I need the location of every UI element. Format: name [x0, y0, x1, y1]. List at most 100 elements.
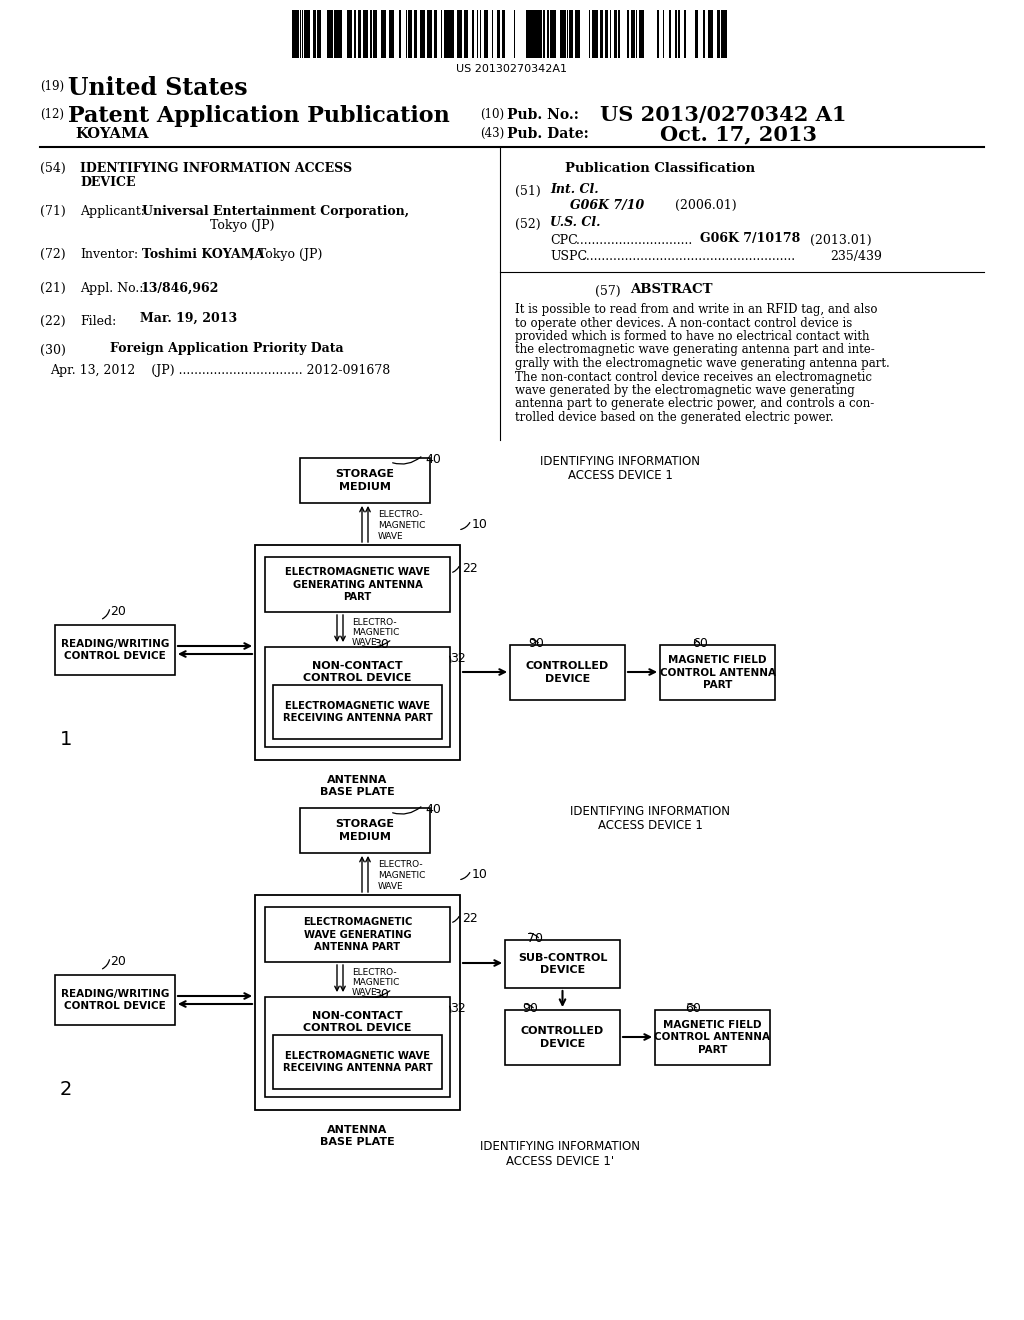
Bar	[537, 11, 540, 58]
Bar	[318, 11, 321, 58]
Text: DEVICE: DEVICE	[80, 176, 135, 189]
Bar	[265, 647, 450, 747]
Text: ..............................: ..............................	[572, 234, 692, 247]
Text: antenna part to generate electric power, and controls a con-: antenna part to generate electric power,…	[515, 397, 874, 411]
Text: ACCESS DEVICE 1': ACCESS DEVICE 1'	[506, 1155, 614, 1168]
Bar	[306, 11, 308, 58]
Bar	[724, 11, 727, 58]
Bar	[600, 11, 603, 58]
Text: wave generated by the electromagnetic wave generating: wave generated by the electromagnetic wa…	[515, 384, 855, 397]
Bar	[370, 11, 372, 58]
Bar	[55, 624, 175, 675]
Text: SUB-CONTROL
DEVICE: SUB-CONTROL DEVICE	[518, 953, 607, 975]
Bar	[696, 11, 698, 58]
Bar	[551, 11, 553, 58]
Text: (52): (52)	[515, 218, 541, 231]
Text: Mar. 19, 2013: Mar. 19, 2013	[140, 312, 238, 325]
Bar	[569, 11, 572, 58]
Bar	[304, 11, 306, 58]
Text: ACCESS DEVICE 1: ACCESS DEVICE 1	[598, 818, 702, 832]
Text: WAVE: WAVE	[352, 987, 378, 997]
Text: Applicant:: Applicant:	[80, 205, 144, 218]
Text: US 20130270342A1: US 20130270342A1	[457, 63, 567, 74]
Bar	[335, 11, 338, 58]
Text: 22: 22	[462, 562, 478, 576]
Bar	[678, 11, 680, 58]
Text: .......................................................: ........................................…	[578, 249, 795, 263]
Text: (51): (51)	[515, 185, 541, 198]
Bar	[255, 545, 460, 760]
Text: G06K 7/10178: G06K 7/10178	[700, 232, 800, 246]
Text: 60: 60	[685, 1002, 700, 1015]
Text: 70: 70	[527, 932, 543, 945]
Text: (19): (19)	[40, 81, 65, 92]
Text: United States: United States	[68, 77, 248, 100]
Bar	[414, 11, 416, 58]
Bar	[447, 11, 450, 58]
Bar	[55, 975, 175, 1026]
Text: (57): (57)	[595, 285, 621, 298]
Text: 13/846,962: 13/846,962	[140, 282, 218, 294]
Text: READING/WRITING
CONTROL DEVICE: READING/WRITING CONTROL DEVICE	[60, 989, 169, 1011]
Text: 40: 40	[425, 453, 441, 466]
Text: the electromagnetic wave generating antenna part and inte-: the electromagnetic wave generating ante…	[515, 343, 874, 356]
Bar	[627, 11, 629, 58]
Bar	[675, 11, 677, 58]
Text: , Tokyo (JP): , Tokyo (JP)	[250, 248, 323, 261]
Text: MAGNETIC: MAGNETIC	[378, 871, 425, 880]
Text: KOYAMA: KOYAMA	[75, 127, 148, 141]
Text: 20: 20	[110, 954, 126, 968]
Text: Apr. 13, 2012    (JP) ................................ 2012-091678: Apr. 13, 2012 (JP) .....................…	[50, 364, 390, 378]
Text: ELECTRO-: ELECTRO-	[378, 861, 423, 869]
Bar	[358, 11, 361, 58]
Bar	[660, 645, 775, 700]
Bar	[300, 458, 430, 503]
Text: 32: 32	[450, 1002, 466, 1015]
Bar	[503, 11, 505, 58]
Text: IDENTIFYING INFORMATION: IDENTIFYING INFORMATION	[540, 455, 700, 469]
Text: WAVE: WAVE	[378, 532, 403, 541]
Text: MAGNETIC FIELD
CONTROL ANTENNA
PART: MAGNETIC FIELD CONTROL ANTENNA PART	[659, 655, 775, 690]
Bar	[562, 11, 564, 58]
Text: NON-CONTACT: NON-CONTACT	[312, 661, 402, 671]
Bar	[308, 11, 310, 58]
Text: Universal Entertainment Corporation,: Universal Entertainment Corporation,	[142, 205, 410, 218]
Text: Pub. Date:: Pub. Date:	[507, 127, 589, 141]
Text: STORAGE
MEDIUM: STORAGE MEDIUM	[336, 820, 394, 842]
Text: (12): (12)	[40, 108, 63, 121]
Bar	[328, 11, 330, 58]
Text: READING/WRITING
CONTROL DEVICE: READING/WRITING CONTROL DEVICE	[60, 639, 169, 661]
Bar	[408, 11, 411, 58]
Bar	[505, 940, 620, 987]
Text: (21): (21)	[40, 282, 66, 294]
Text: 10: 10	[472, 869, 487, 880]
Bar	[420, 11, 422, 58]
Bar	[338, 11, 340, 58]
Text: MAGNETIC FIELD
CONTROL ANTENNA
PART: MAGNETIC FIELD CONTROL ANTENNA PART	[654, 1020, 770, 1055]
Text: 22: 22	[462, 912, 478, 925]
Bar	[265, 557, 450, 612]
Text: 60: 60	[692, 638, 708, 649]
Bar	[399, 11, 401, 58]
Text: CONTROLLED
DEVICE: CONTROLLED DEVICE	[521, 1027, 604, 1048]
Text: IDENTIFYING INFORMATION: IDENTIFYING INFORMATION	[480, 1140, 640, 1152]
Bar	[631, 11, 634, 58]
Bar	[430, 11, 432, 58]
Text: (2013.01): (2013.01)	[810, 234, 871, 247]
Text: Filed:: Filed:	[80, 315, 117, 327]
Bar	[510, 645, 625, 700]
Bar	[293, 11, 295, 58]
Text: grally with the electromagnetic wave generating antenna part.: grally with the electromagnetic wave gen…	[515, 356, 890, 370]
Bar	[349, 11, 351, 58]
Text: It is possible to read from and write in an RFID tag, and also: It is possible to read from and write in…	[515, 304, 878, 315]
Text: (10): (10)	[480, 108, 504, 121]
Text: 10: 10	[472, 517, 487, 531]
Bar	[709, 11, 712, 58]
Bar	[295, 11, 299, 58]
Text: WAVE: WAVE	[352, 638, 378, 647]
Text: 1: 1	[60, 730, 73, 748]
Text: U.S. Cl.: U.S. Cl.	[550, 216, 600, 228]
Bar	[614, 11, 617, 58]
Text: ELECTRO-: ELECTRO-	[378, 510, 423, 519]
Bar	[340, 11, 342, 58]
